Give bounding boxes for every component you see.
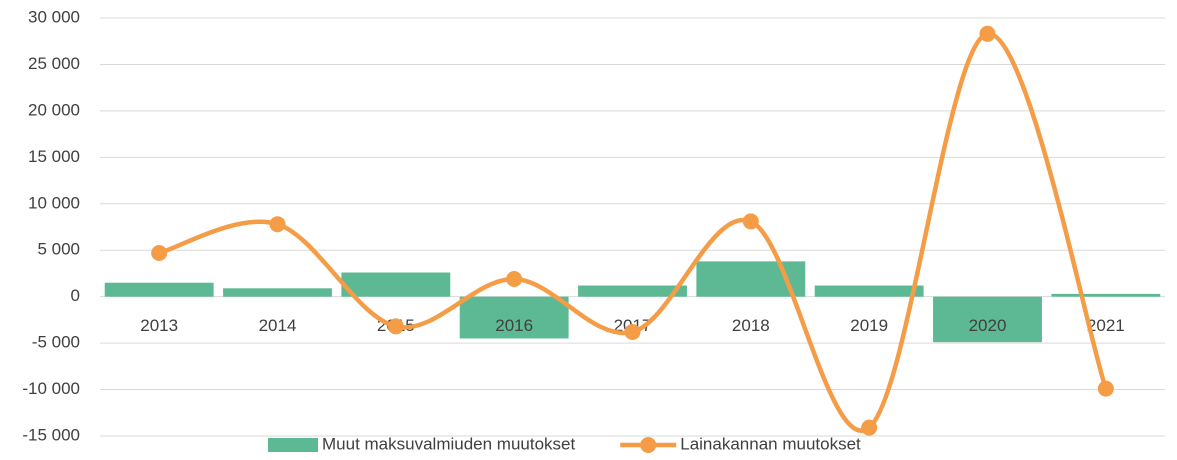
legend-swatch <box>268 438 318 452</box>
bar <box>1051 293 1161 297</box>
x-tick-label: 2020 <box>969 316 1007 335</box>
y-tick-label: -5 000 <box>32 333 80 352</box>
legend-label: Lainakannan muutokset <box>680 434 861 453</box>
x-tick-label: 2014 <box>259 316 297 335</box>
line-marker <box>1097 380 1114 397</box>
bar <box>933 296 1042 343</box>
line-marker <box>861 419 878 436</box>
x-tick-label: 2019 <box>850 316 888 335</box>
line-marker <box>387 318 404 335</box>
y-tick-label: -10 000 <box>22 379 80 398</box>
legend-label: Muut maksuvalmiuden muutokset <box>322 434 576 453</box>
line-marker <box>269 216 286 233</box>
line-marker <box>506 271 523 288</box>
y-tick-label: 20 000 <box>28 100 80 119</box>
bar <box>104 282 214 297</box>
y-tick-label: 0 <box>71 286 80 305</box>
bar <box>459 296 569 339</box>
x-tick-label: 2021 <box>1087 316 1125 335</box>
y-tick-label: -15 000 <box>22 425 80 444</box>
bar <box>341 272 451 297</box>
legend-swatch <box>640 437 657 453</box>
line-marker <box>151 245 168 262</box>
bar <box>223 288 332 297</box>
line <box>158 31 1108 433</box>
x-tick-label: 2018 <box>732 316 770 335</box>
line-marker <box>624 323 641 340</box>
line-marker <box>979 25 996 42</box>
y-tick-label: 25 000 <box>28 54 80 73</box>
bar <box>578 285 687 297</box>
x-tick-label: 2016 <box>495 316 533 335</box>
y-tick-label: 15 000 <box>28 147 80 166</box>
y-tick-label: 10 000 <box>28 193 80 212</box>
bar <box>814 285 924 297</box>
y-tick-label: 30 000 <box>28 7 80 26</box>
line-marker <box>742 213 759 230</box>
y-tick-label: 5 000 <box>37 240 80 259</box>
x-tick-label: 2013 <box>140 316 178 335</box>
